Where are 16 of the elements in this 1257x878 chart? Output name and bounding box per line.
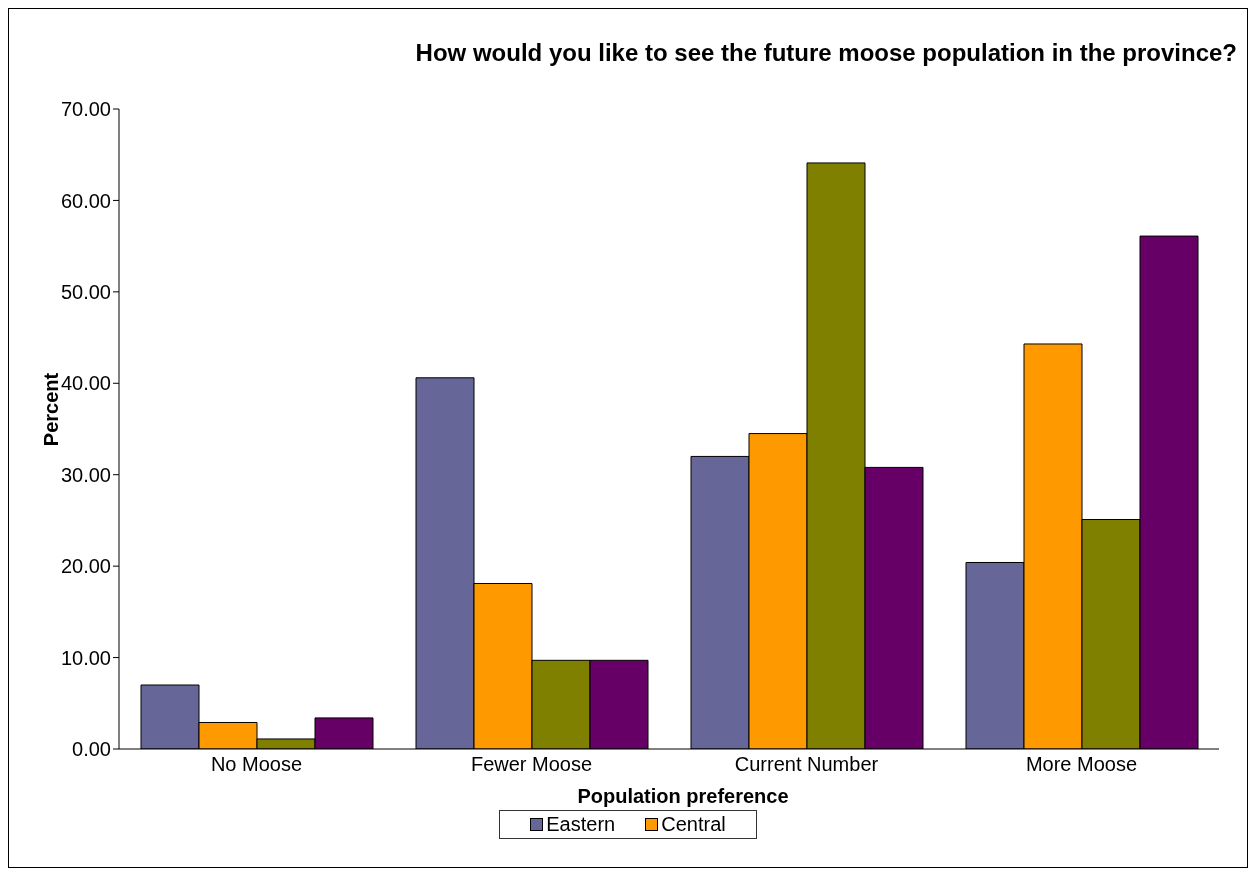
x-tick-label: More Moose xyxy=(1025,753,1138,776)
x-tick-label: No Moose xyxy=(210,753,303,776)
y-tick-label: 40.00 xyxy=(60,372,111,395)
x-tick-label: Fewer Moose xyxy=(470,753,593,776)
y-tick-label: 10.00 xyxy=(60,646,111,669)
y-tick-label: 70.00 xyxy=(60,98,111,121)
x-tick-label: Current Number xyxy=(734,753,879,776)
y-tick-label: 30.00 xyxy=(60,463,111,486)
chart-title: How would you like to see the future moose population in the province? xyxy=(414,38,1238,68)
legend-label: Eastern xyxy=(545,813,616,836)
x-axis-title: Population preference xyxy=(576,785,790,808)
legend-label: Central xyxy=(660,813,726,836)
y-tick-label: 60.00 xyxy=(60,189,111,212)
y-tick-label: 20.00 xyxy=(60,555,111,578)
y-tick-label: 50.00 xyxy=(60,280,111,303)
y-tick-label: 0.00 xyxy=(72,738,111,761)
